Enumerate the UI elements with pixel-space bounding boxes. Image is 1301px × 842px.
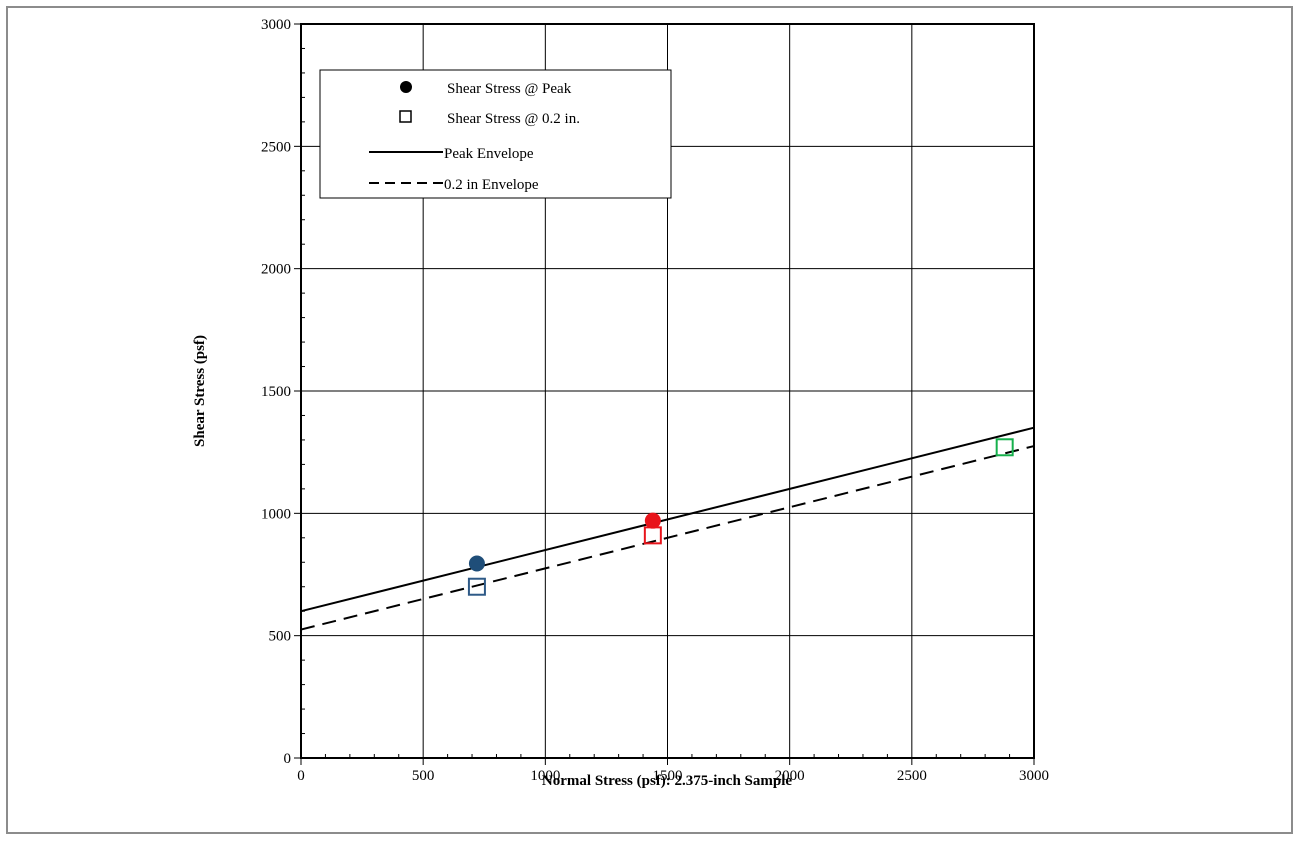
point-0.2-in — [467, 577, 486, 596]
y-tick-label: 0 — [284, 751, 292, 767]
x-tick-label: 1000 — [530, 768, 560, 784]
y-tick-label: 1500 — [261, 384, 291, 400]
legend-box — [319, 69, 672, 199]
peak-point — [468, 555, 485, 572]
x-tick-label: 1500 — [653, 768, 683, 784]
legend-label-0.2-envelope: 0.2 in Envelope — [444, 177, 539, 193]
legend-label-peak-points: Shear Stress @ Peak — [447, 81, 572, 97]
x-tick-label: 2000 — [775, 768, 805, 784]
legend-0.2-marker — [399, 110, 412, 123]
legend-label-0.2-points: Shear Stress @ 0.2 in. — [447, 111, 580, 127]
point-0.2-in — [995, 438, 1014, 457]
envelope-lines — [300, 426, 1035, 631]
y-tick-label: 500 — [269, 629, 292, 645]
x-tick-label: 2500 — [897, 768, 927, 784]
x-tick-label: 3000 — [1019, 768, 1049, 784]
x-tick-label: 500 — [412, 768, 435, 784]
plot-area-border — [300, 23, 1035, 759]
y-tick-label: 3000 — [261, 17, 291, 33]
legend: Shear Stress @ Peak Shear Stress @ 0.2 i… — [319, 69, 672, 199]
envelope-0.2-line — [300, 445, 1035, 631]
y-tick-label: 2500 — [261, 139, 291, 155]
x-tick-label: 0 — [297, 768, 305, 784]
data-markers — [467, 438, 1014, 596]
peak-point — [644, 512, 661, 529]
envelope-peak-line — [300, 426, 1035, 613]
tick-labels: 0 500 1000 1500 2000 2500 3000 0 500 1000 1500 2000… — [261, 17, 1049, 784]
y-tick-label: 2000 — [261, 262, 291, 278]
legend-label-peak-envelope: Peak Envelope — [444, 146, 534, 162]
x-axis-label: Normal Stress (psf): 2.375-inch Sample — [542, 773, 792, 789]
y-axis-label: Shear Stress (psf) — [192, 335, 208, 447]
y-tick-label: 1000 — [261, 506, 291, 522]
legend-peak-marker — [400, 81, 412, 93]
point-0.2-in — [643, 526, 662, 545]
